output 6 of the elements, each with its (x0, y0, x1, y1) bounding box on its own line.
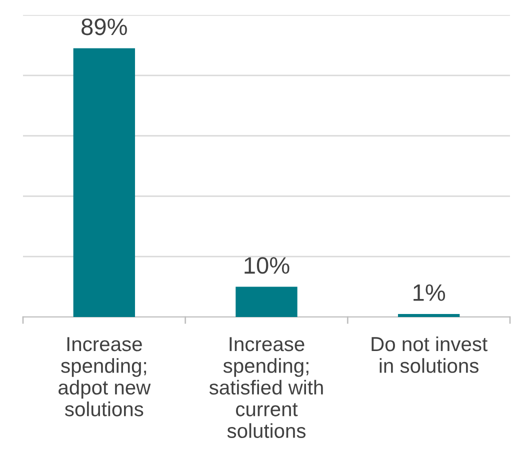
data-label: 1% (414, 284, 446, 301)
x-tick-label: Increase spending; satisfied with current solutions (209, 337, 323, 438)
data-label: 89% (82, 18, 127, 36)
x-tick-label: Do not invest in solutions (372, 336, 488, 373)
x-tick-label: Increase spending; adpot new solutions (58, 337, 151, 416)
data-label: 10% (244, 257, 290, 274)
